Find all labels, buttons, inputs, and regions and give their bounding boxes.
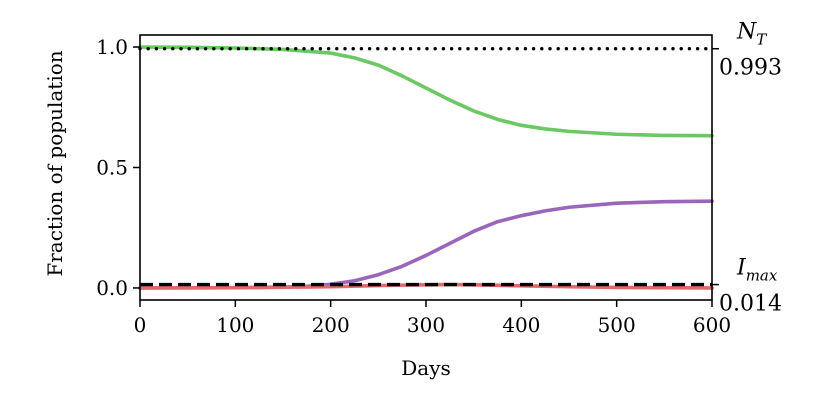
ticks-layer: 0 100 200 300 400 500 600 0.0 0.5 1.0: [96, 35, 731, 337]
n-total-label-sub: T: [756, 31, 767, 49]
n-total-value: 0.993: [719, 56, 782, 81]
x-axis-label: Days: [401, 356, 451, 380]
y-tick-label: 1.0: [96, 35, 128, 59]
x-tick-label: 600: [693, 313, 731, 337]
n-total-annotation: NT 0.993: [719, 20, 782, 81]
x-tick-label: 100: [216, 313, 254, 337]
x-tick-label: 0: [134, 313, 147, 337]
i-max-value: 0.014: [719, 292, 782, 317]
x-tick-label: 500: [598, 313, 636, 337]
series-susceptible-line: [138, 45, 714, 138]
plot-frame: [139, 34, 713, 301]
n-total-label: NT: [736, 20, 767, 49]
series-recovered-line: [138, 199, 714, 290]
x-tick-label: 300: [407, 313, 445, 337]
x-tick-label: 200: [312, 313, 350, 337]
y-tick-label: 0.0: [96, 276, 128, 300]
y-axis-label: Fraction of population: [43, 50, 67, 276]
i-max-label-sub: max: [746, 267, 778, 285]
y-tick-label: 0.5: [96, 156, 128, 180]
n-total-label-base: N: [736, 20, 757, 45]
i-max-label-base: I: [736, 256, 747, 281]
i-max-label: Imax: [736, 256, 778, 285]
x-tick-label: 400: [502, 313, 540, 337]
i-max-annotation: Imax 0.014: [719, 256, 782, 317]
series-layer: [138, 45, 714, 290]
